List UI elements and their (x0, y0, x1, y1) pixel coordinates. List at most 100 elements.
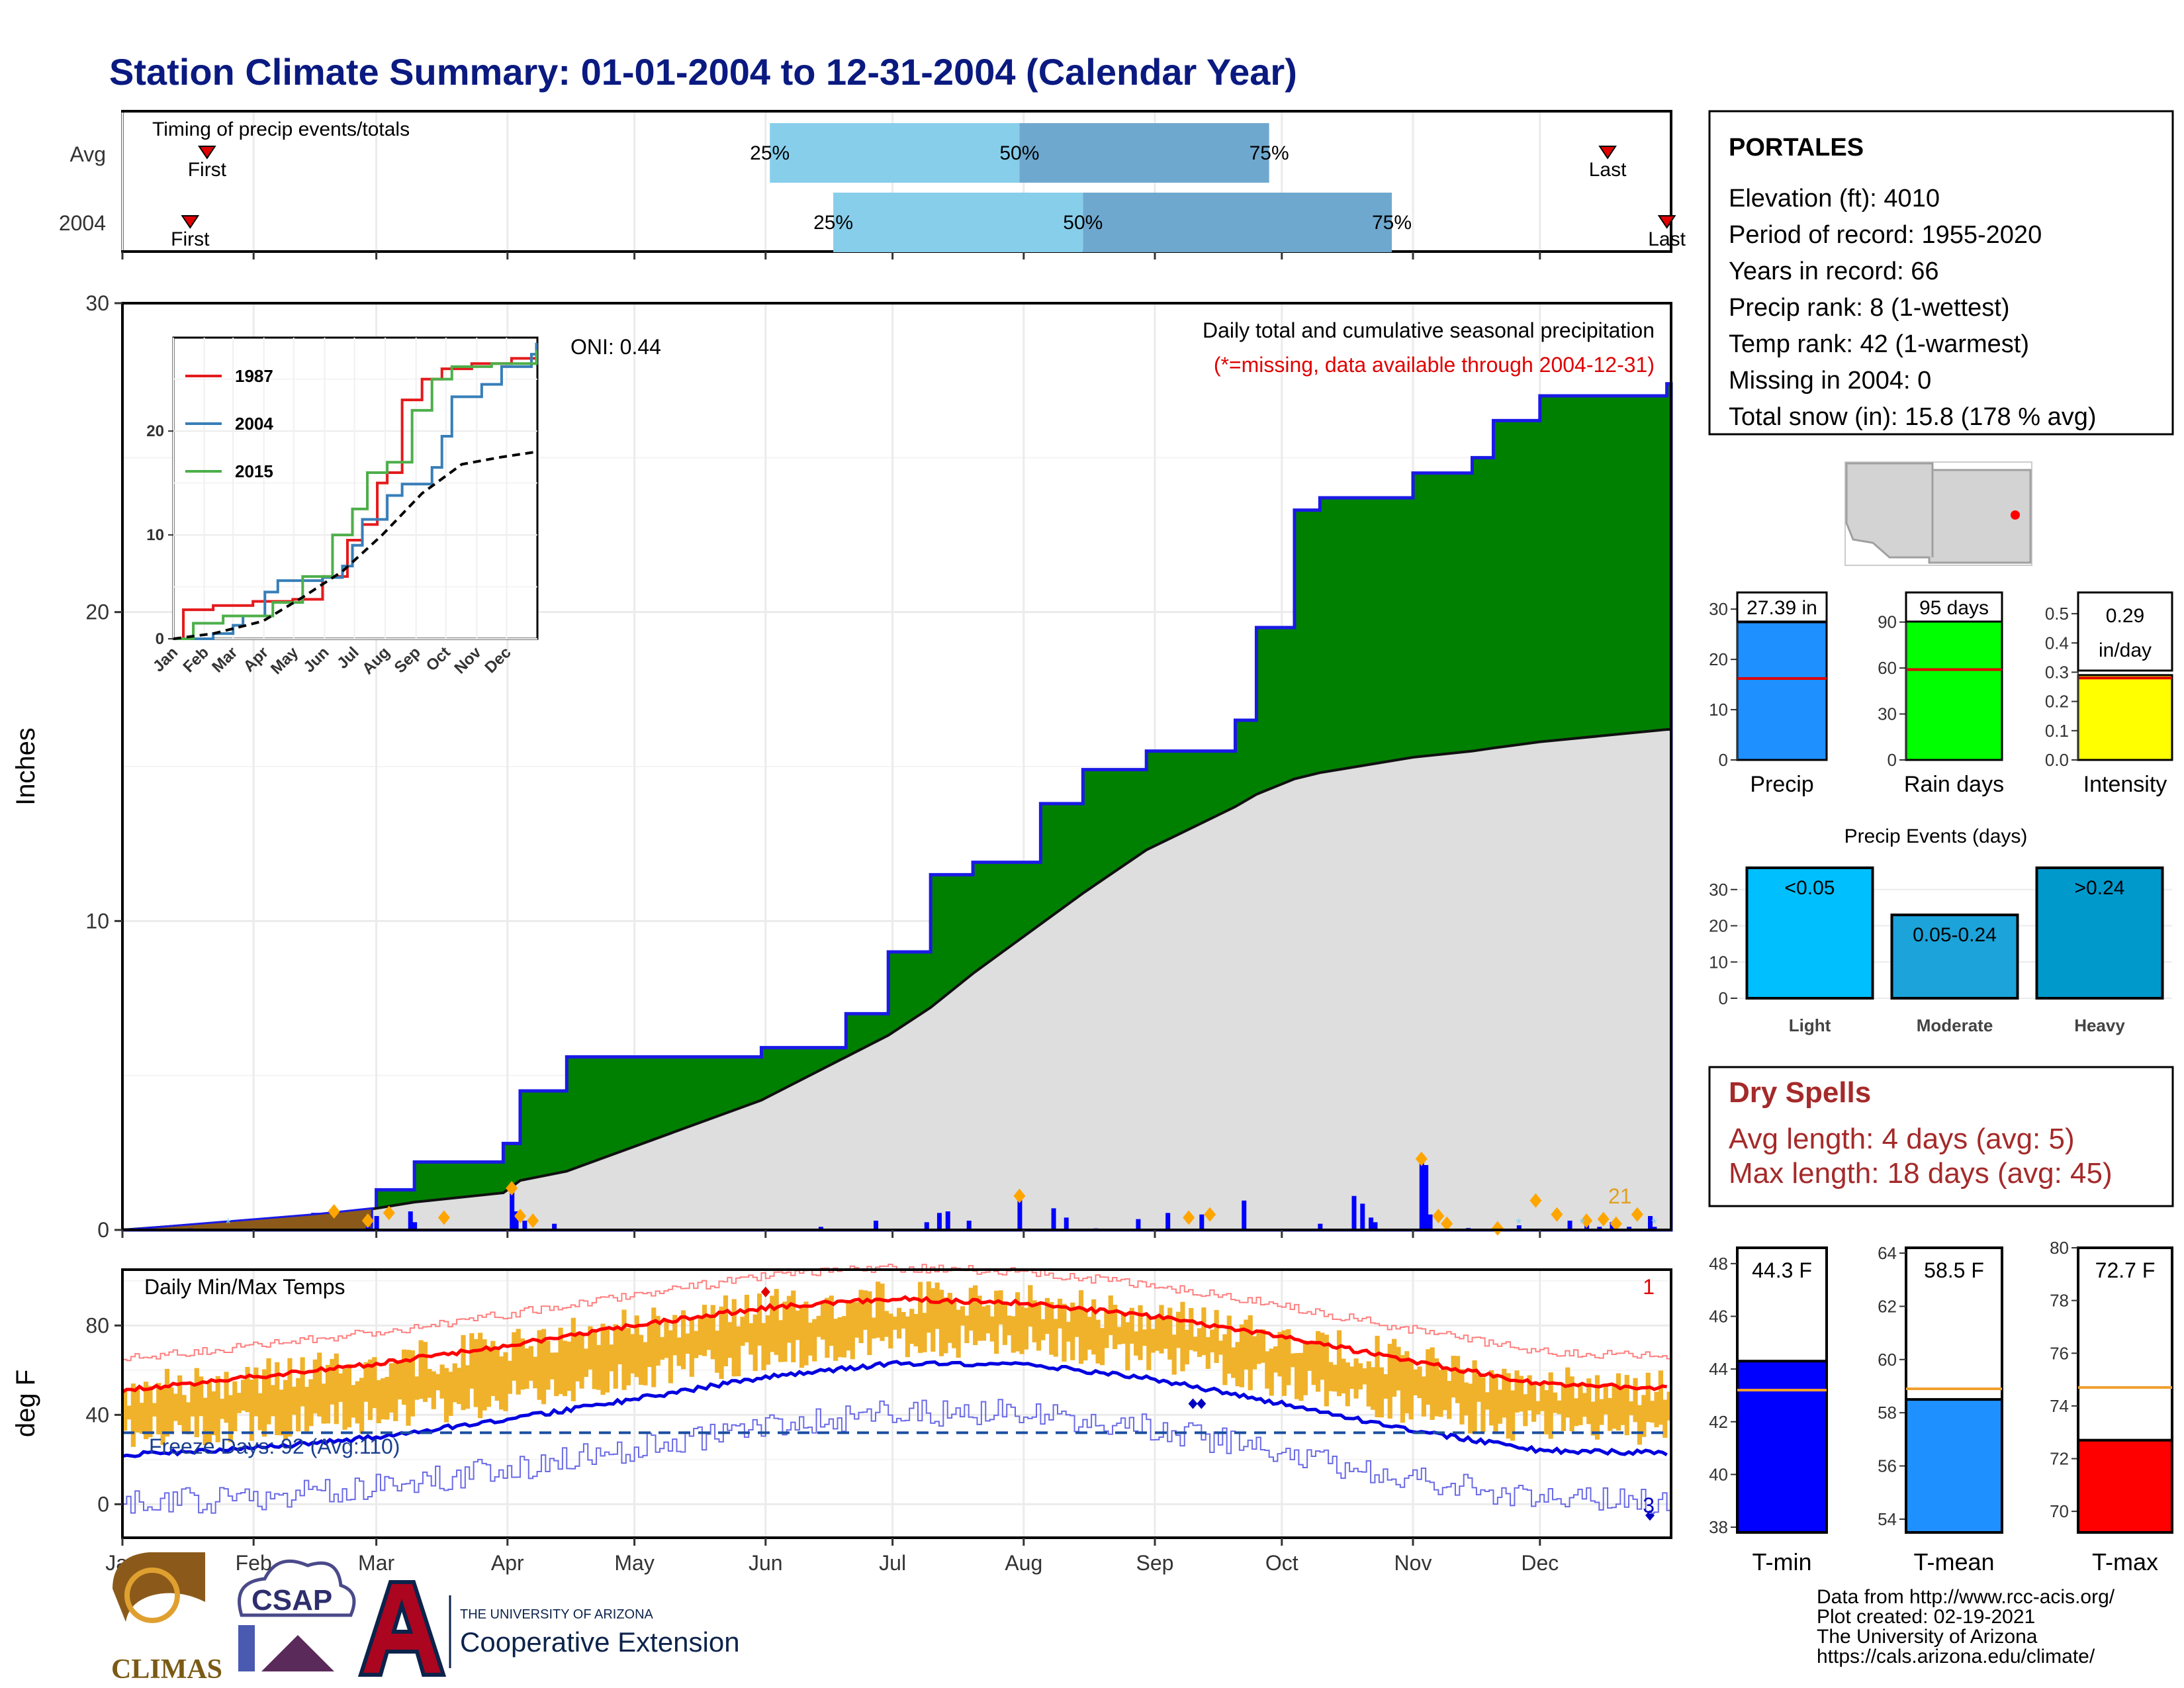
daily-temp-bar (1007, 1315, 1012, 1336)
record-precip-marker (1631, 1207, 1643, 1222)
daily-temp-bar (469, 1333, 475, 1389)
daily-temp-bar (1666, 1391, 1672, 1421)
daily-temp-bar (964, 1315, 970, 1343)
daily-temp-bar (1400, 1355, 1406, 1423)
daily-precip-bar (1351, 1196, 1357, 1230)
record-precip-marker (361, 1213, 374, 1228)
temp-summary-value-label: 44.3 F (1752, 1258, 1812, 1282)
precip-ytick-label: 20 (85, 600, 109, 624)
daily-temp-bar (1603, 1385, 1608, 1415)
daily-temp-bar (507, 1360, 512, 1394)
daily-temp-bar (206, 1382, 212, 1444)
daily-temp-bar (355, 1381, 360, 1424)
precip-panel: * * * * 0 10 20 30 Inches ONI: 0.44 Daily tota… (11, 291, 1673, 1242)
daily-temp-bar (1180, 1301, 1185, 1372)
daily-temp-bar (308, 1379, 314, 1427)
daily-temp-bar (947, 1293, 952, 1343)
daily-temp-bar (719, 1306, 724, 1380)
daily-temp-bar (1502, 1368, 1507, 1418)
freeze-days-label: Freeze Days: 92 (Avg:110) (149, 1434, 400, 1458)
daily-temp-bar (1586, 1378, 1592, 1425)
daily-temp-bar (452, 1363, 457, 1403)
daily-temp-bar (1459, 1369, 1465, 1425)
event-bar-label: 0.05-0.24 (1913, 924, 1997, 946)
daily-temp-bar (1362, 1368, 1367, 1385)
daily-temp-bar (1421, 1376, 1426, 1417)
first-event-label: First (188, 159, 227, 181)
daily-temp-bar (989, 1316, 995, 1342)
daily-temp-bar (934, 1282, 940, 1329)
daily-temp-bar (1612, 1385, 1617, 1429)
daily-temp-bar (1116, 1327, 1122, 1344)
daily-temp-bar (1226, 1315, 1232, 1374)
daily-temp-bar (1298, 1352, 1304, 1401)
csap-logo: CSAP (238, 1559, 356, 1671)
record-high-marker (760, 1286, 770, 1297)
daily-temp-bar (312, 1359, 318, 1414)
daily-temp-bar (486, 1346, 492, 1407)
daily-temp-bar (1320, 1333, 1325, 1380)
inset-line-2015 (173, 350, 538, 640)
daily-precip-bar (1017, 1196, 1023, 1230)
last-event-marker (1657, 215, 1676, 229)
timing-quantile-label: 25% (813, 212, 853, 234)
temp-summary-ytick-label: 76 (2050, 1343, 2069, 1363)
climas-logo: CLIMAS (111, 1552, 222, 1685)
daily-temp-bar (135, 1386, 140, 1433)
daily-temp-bar (1277, 1332, 1283, 1377)
temp-summary-category-label: T-max (2092, 1548, 2158, 1575)
csap-bars-shape (238, 1625, 255, 1671)
daily-temp-bar (1078, 1290, 1084, 1364)
daily-temp-bar (524, 1348, 529, 1389)
daily-temp-bar (1113, 1305, 1118, 1350)
daily-temp-bar (1599, 1399, 1604, 1425)
daily-temp-bar (1062, 1303, 1067, 1362)
daily-temp-bar (1408, 1360, 1414, 1420)
daily-temp-bar (943, 1297, 948, 1354)
event-bar (2035, 866, 2164, 1000)
daily-temp-bar (160, 1388, 165, 1445)
record-precip-marker (383, 1205, 395, 1221)
daily-temp-bar (177, 1375, 183, 1425)
daily-temp-bar (1396, 1346, 1401, 1391)
daily-temp-bar (1193, 1336, 1198, 1352)
inset-ytick-label: 0 (156, 630, 164, 648)
temp-summary-ytick-label: 42 (1709, 1412, 1728, 1432)
summary-ytick-label: 30 (1709, 599, 1728, 619)
daily-temp-bar (261, 1369, 267, 1437)
daily-temp-bar (317, 1352, 322, 1417)
footer-line-university: The University of Arizona (1817, 1626, 2038, 1648)
daily-temp-bar (1594, 1375, 1600, 1440)
daily-temp-bar (351, 1385, 356, 1418)
daily-temp-bar (1040, 1319, 1046, 1340)
event-bar-label: >0.24 (2075, 877, 2125, 899)
daily-temp-bar (257, 1393, 263, 1430)
daily-precip-bar (1424, 1165, 1429, 1230)
snow-marker: * (1651, 1215, 1657, 1232)
daily-temp-bar (1438, 1370, 1443, 1417)
daily-temp-bar (761, 1323, 766, 1371)
daily-temp-bar (1489, 1370, 1494, 1426)
daily-temp-bar (236, 1393, 242, 1413)
dry-spells-max: Max length: 18 days (avg: 45) (1729, 1157, 2113, 1190)
daily-temp-bar (1095, 1319, 1101, 1364)
month-label: Nov (1394, 1551, 1432, 1575)
station-name: PORTALES (1729, 134, 1864, 162)
daily-temp-bar (1468, 1383, 1473, 1434)
daily-temp-bar (338, 1373, 343, 1402)
daily-temp-bar (1472, 1360, 1477, 1433)
daily-temp-bar (841, 1316, 847, 1358)
locator-map (1844, 461, 2032, 566)
daily-temp-bar (1235, 1342, 1240, 1387)
daily-temp-bar (1548, 1372, 1553, 1439)
daily-temp-bar (613, 1324, 618, 1389)
daily-temp-bar (774, 1289, 779, 1355)
timing-row-avg-label: Avg (69, 142, 106, 166)
timing-quantile-label: 75% (1372, 212, 1412, 234)
daily-temp-bar (1451, 1356, 1456, 1398)
daily-temp-bar (169, 1387, 174, 1432)
daily-temp-bar (837, 1317, 842, 1358)
daily-precip-bar (1051, 1208, 1056, 1230)
daily-temp-bar (1171, 1335, 1177, 1375)
